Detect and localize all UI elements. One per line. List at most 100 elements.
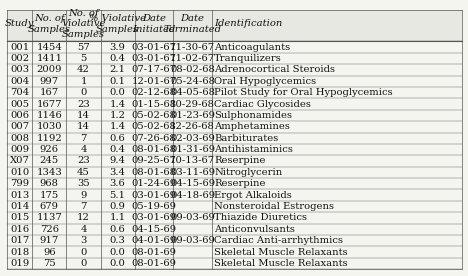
Text: 23: 23 bbox=[77, 156, 90, 166]
Text: 3.9: 3.9 bbox=[110, 43, 125, 52]
Text: 175: 175 bbox=[40, 191, 59, 200]
Text: 968: 968 bbox=[40, 179, 59, 188]
Text: 9: 9 bbox=[80, 191, 87, 200]
Text: 11-02-67: 11-02-67 bbox=[170, 54, 215, 63]
Text: 007: 007 bbox=[10, 122, 29, 131]
Text: 0.0: 0.0 bbox=[110, 248, 125, 257]
Text: 04-05-68: 04-05-68 bbox=[170, 88, 215, 97]
Text: Cardiac Glycosides: Cardiac Glycosides bbox=[214, 100, 311, 108]
Text: 726: 726 bbox=[40, 225, 59, 234]
Text: Barbiturates: Barbiturates bbox=[214, 134, 278, 143]
Text: 003: 003 bbox=[10, 65, 29, 75]
Text: 04-15-69: 04-15-69 bbox=[132, 225, 176, 234]
Text: 45: 45 bbox=[77, 168, 90, 177]
Text: 1411: 1411 bbox=[37, 54, 62, 63]
Text: 96: 96 bbox=[43, 248, 56, 257]
Text: 2009: 2009 bbox=[37, 65, 62, 75]
Text: Nitroglycerin: Nitroglycerin bbox=[214, 168, 283, 177]
Text: 14: 14 bbox=[77, 111, 90, 120]
Text: 01-31-69: 01-31-69 bbox=[170, 145, 215, 154]
Text: Pilot Study for Oral Hypoglycemics: Pilot Study for Oral Hypoglycemics bbox=[214, 88, 393, 97]
Text: 03-01-69: 03-01-69 bbox=[132, 213, 176, 222]
Text: 1.4: 1.4 bbox=[110, 122, 125, 131]
Text: Antihistaminics: Antihistaminics bbox=[214, 145, 293, 154]
Text: 57: 57 bbox=[77, 43, 90, 52]
Text: 0: 0 bbox=[80, 88, 87, 97]
Text: 006: 006 bbox=[10, 111, 29, 120]
Text: 12-26-68: 12-26-68 bbox=[170, 122, 215, 131]
Text: Date
Terminated: Date Terminated bbox=[164, 14, 221, 34]
Text: % Violative
Samples: % Violative Samples bbox=[89, 14, 146, 34]
Text: 03-01-67: 03-01-67 bbox=[132, 54, 176, 63]
Text: 02-12-68: 02-12-68 bbox=[132, 88, 176, 97]
Text: 009: 009 bbox=[10, 145, 29, 154]
Text: 245: 245 bbox=[40, 156, 59, 166]
Text: 019: 019 bbox=[10, 259, 29, 268]
Text: 3: 3 bbox=[80, 236, 87, 245]
Text: 1454: 1454 bbox=[37, 43, 62, 52]
Text: Anticoagulants: Anticoagulants bbox=[214, 43, 290, 52]
Text: Sulphonamides: Sulphonamides bbox=[214, 111, 292, 120]
Text: Thiazide Diuretics: Thiazide Diuretics bbox=[214, 213, 307, 222]
Text: 05-19-69: 05-19-69 bbox=[132, 202, 176, 211]
Text: 1.2: 1.2 bbox=[110, 111, 125, 120]
Text: 917: 917 bbox=[40, 236, 59, 245]
Text: 05-02-68: 05-02-68 bbox=[132, 122, 176, 131]
Text: Reserpine: Reserpine bbox=[214, 156, 266, 166]
Text: 0.1: 0.1 bbox=[110, 77, 125, 86]
Text: Nonsteroidal Estrogens: Nonsteroidal Estrogens bbox=[214, 202, 334, 211]
Text: 03-01-67: 03-01-67 bbox=[132, 43, 176, 52]
Text: 4: 4 bbox=[80, 145, 87, 154]
Text: 016: 016 bbox=[10, 225, 29, 234]
Text: 09-25-67: 09-25-67 bbox=[132, 156, 176, 166]
Text: Skeletal Muscle Relaxants: Skeletal Muscle Relaxants bbox=[214, 259, 348, 268]
Text: 1677: 1677 bbox=[37, 100, 62, 108]
Text: No. of
Samples: No. of Samples bbox=[28, 14, 71, 34]
Text: 9.4: 9.4 bbox=[110, 156, 125, 166]
Text: 0.4: 0.4 bbox=[110, 145, 125, 154]
Text: 4: 4 bbox=[80, 225, 87, 234]
Text: Adrenocortical Steroids: Adrenocortical Steroids bbox=[214, 65, 335, 75]
Text: 015: 015 bbox=[10, 213, 29, 222]
Bar bbox=[7, 10, 462, 41]
Text: 75: 75 bbox=[43, 259, 56, 268]
Text: 35: 35 bbox=[77, 179, 90, 188]
Text: 1.4: 1.4 bbox=[110, 100, 125, 108]
Text: 014: 014 bbox=[10, 202, 29, 211]
Text: 008: 008 bbox=[10, 134, 29, 143]
Text: 7: 7 bbox=[80, 202, 87, 211]
Text: Tranquilizers: Tranquilizers bbox=[214, 54, 282, 63]
Text: 7: 7 bbox=[80, 134, 87, 143]
Text: 08-02-68: 08-02-68 bbox=[170, 65, 215, 75]
Text: 10-13-67: 10-13-67 bbox=[170, 156, 215, 166]
Text: 01-23-69: 01-23-69 bbox=[170, 111, 215, 120]
Text: 017: 017 bbox=[10, 236, 29, 245]
Text: 02-03-69: 02-03-69 bbox=[170, 134, 215, 143]
Text: 05-02-68: 05-02-68 bbox=[132, 111, 176, 120]
Text: 0.3: 0.3 bbox=[110, 236, 125, 245]
Text: 005: 005 bbox=[10, 100, 29, 108]
Text: 0: 0 bbox=[80, 259, 87, 268]
Text: 09-03-69: 09-03-69 bbox=[170, 213, 215, 222]
Text: 3.6: 3.6 bbox=[110, 179, 125, 188]
Text: 23: 23 bbox=[77, 100, 90, 108]
Text: 04-15-69: 04-15-69 bbox=[170, 179, 215, 188]
Text: 1146: 1146 bbox=[37, 111, 62, 120]
Text: 997: 997 bbox=[40, 77, 59, 86]
Text: 679: 679 bbox=[40, 202, 59, 211]
Text: 704: 704 bbox=[10, 88, 29, 97]
Text: Ergot Alkaloids: Ergot Alkaloids bbox=[214, 191, 292, 200]
Text: 3.4: 3.4 bbox=[110, 168, 125, 177]
Text: Skeletal Muscle Relaxants: Skeletal Muscle Relaxants bbox=[214, 248, 348, 257]
Text: 08-01-69: 08-01-69 bbox=[132, 248, 176, 257]
Text: 07-17-67: 07-17-67 bbox=[132, 65, 176, 75]
Text: 5.1: 5.1 bbox=[110, 191, 125, 200]
Text: 1137: 1137 bbox=[37, 213, 62, 222]
Text: 0.0: 0.0 bbox=[110, 259, 125, 268]
Text: Reserpine: Reserpine bbox=[214, 179, 266, 188]
Text: 0.9: 0.9 bbox=[110, 202, 125, 211]
Text: 03-01-69: 03-01-69 bbox=[132, 191, 176, 200]
Text: 167: 167 bbox=[40, 88, 59, 97]
Text: 03-11-69: 03-11-69 bbox=[170, 168, 215, 177]
Text: 10-29-68: 10-29-68 bbox=[170, 100, 215, 108]
